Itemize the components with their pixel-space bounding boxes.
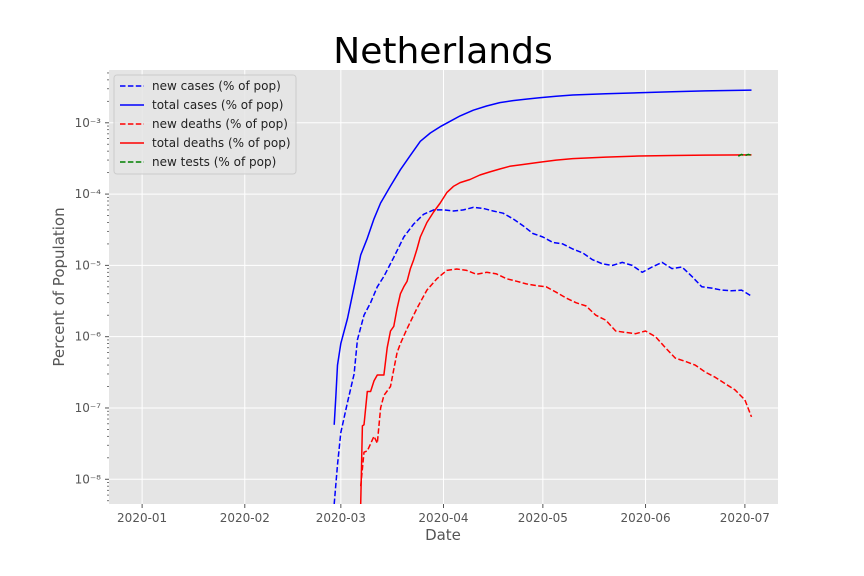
- minor-ticks: [107, 72, 109, 502]
- chart-title: Netherlands: [333, 31, 552, 72]
- y-axis: 10⁻⁸ 10⁻⁷ 10⁻⁶ 10⁻⁵ 10⁻⁴ 10⁻³: [75, 116, 109, 486]
- y-tick-label: 10⁻⁵: [75, 258, 102, 272]
- y-tick-label: 10⁻⁶: [75, 330, 102, 344]
- y-tick-label: 10⁻⁴: [75, 187, 102, 201]
- series-line: [333, 89, 752, 425]
- series-layer: [333, 89, 753, 504]
- x-tick-label: 2020-06: [620, 511, 670, 525]
- legend-label: total cases (% of pop): [152, 98, 283, 112]
- gridlines: [109, 70, 778, 504]
- x-tick-label: 2020-03: [316, 511, 366, 525]
- series-line: [359, 268, 753, 487]
- x-tick-label: 2020-01: [117, 511, 167, 525]
- x-tick-label: 2020-02: [220, 511, 270, 525]
- y-axis-title: Percent of Population: [50, 207, 68, 366]
- y-tick-label: 10⁻⁷: [75, 401, 102, 415]
- series-line: [737, 153, 752, 157]
- legend: new cases (% of pop) total cases (% of po…: [113, 74, 297, 175]
- x-tick-label: 2020-07: [720, 511, 770, 525]
- legend-label: new deaths (% of pop): [152, 117, 288, 131]
- x-tick-label: 2020-05: [518, 511, 568, 525]
- legend-label: new cases (% of pop): [152, 79, 281, 93]
- legend-box: [113, 74, 297, 175]
- legend-label: new tests (% of pop): [152, 155, 276, 169]
- x-axis: 2020-01 2020-02 2020-03 2020-04 2020-05 2020-…: [117, 504, 770, 525]
- series-line: [359, 154, 752, 504]
- legend-label: total deaths (% of pop): [152, 136, 291, 150]
- y-tick-label: 10⁻⁸: [75, 472, 102, 486]
- series-line: [333, 206, 752, 504]
- x-axis-title: Date: [425, 526, 461, 544]
- x-tick-label: 2020-04: [418, 511, 468, 525]
- y-tick-label: 10⁻³: [75, 116, 102, 130]
